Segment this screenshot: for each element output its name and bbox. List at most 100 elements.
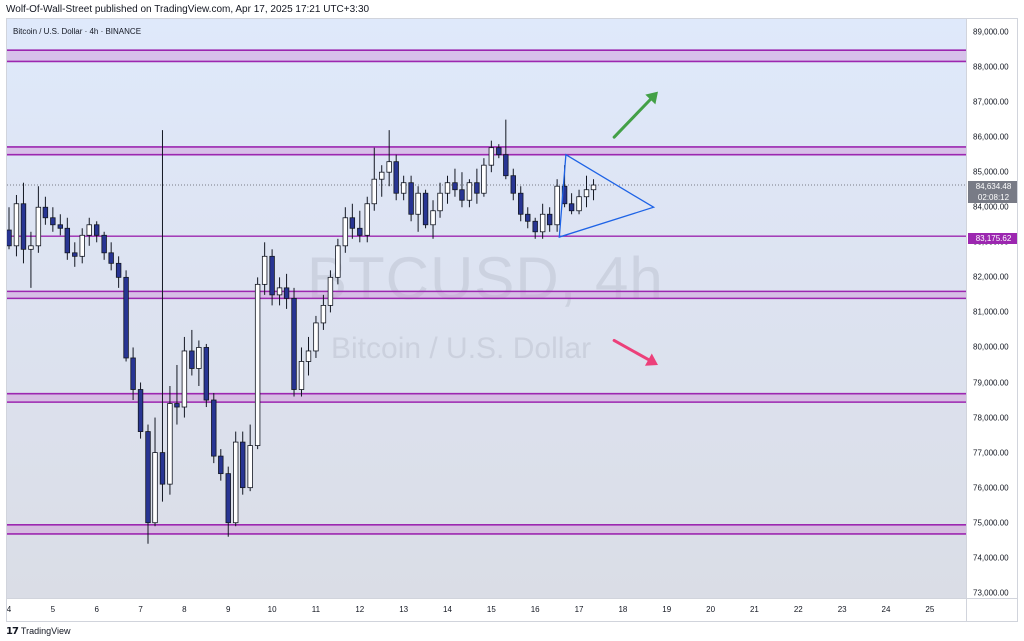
candle-body-17 — [130, 357, 136, 390]
candle-body-13 — [101, 234, 107, 254]
candle-body-43 — [320, 304, 327, 324]
candle-body-70 — [518, 192, 524, 215]
candle-body-62 — [459, 189, 465, 201]
candle-body-75 — [554, 185, 560, 226]
zone-fill-0 — [7, 50, 966, 62]
price-tick-label: 76,000.00 — [973, 483, 1009, 493]
time-axis[interactable]: 4 5 6 7 8 9 10 11 12 13 14 15 16 17 18 19 20 21 22 23 24 25 — [7, 598, 966, 621]
candle-body-30 — [225, 473, 231, 524]
candle-body-78 — [576, 196, 582, 212]
candle-body-6 — [50, 217, 56, 226]
candle-body-48 — [357, 227, 363, 236]
candle-body-3 — [28, 245, 34, 250]
price-tick-label: 74,000.00 — [973, 553, 1009, 563]
candle-body-71 — [525, 213, 531, 222]
candle-body-46 — [342, 217, 349, 247]
candle-body-41 — [305, 350, 312, 362]
price-tick-label: 86,000.00 — [973, 132, 1009, 142]
zone-fill-3 — [7, 291, 966, 299]
time-tick-label: 12 — [355, 605, 365, 614]
candle-body-38 — [283, 287, 290, 299]
candle-body-79 — [583, 189, 590, 198]
brand-name: TradingView — [20, 626, 71, 636]
candle-body-33 — [247, 445, 253, 489]
candle-body-1 — [13, 203, 20, 247]
price-tick-label: 84,000.00 — [973, 202, 1009, 212]
time-tick-label: 6 — [94, 605, 99, 614]
candle-body-53 — [393, 161, 399, 194]
candle-body-61 — [452, 182, 458, 191]
candle-body-58 — [430, 210, 436, 226]
time-tick-label: 23 — [837, 605, 847, 614]
candle-body-44 — [327, 276, 334, 306]
time-tick-label: 13 — [399, 605, 409, 614]
time-tick-label: 17 — [574, 605, 584, 614]
candle-body-66 — [488, 147, 495, 166]
pink-down-arrow-shaft — [612, 338, 650, 362]
zone-fill-5 — [7, 524, 966, 534]
candle-body-72 — [532, 220, 538, 233]
pink-down-arrow-icon — [644, 353, 658, 366]
time-tick-label: 21 — [749, 605, 759, 614]
candle-body-36 — [269, 255, 275, 296]
candle-body-45 — [335, 245, 341, 278]
candle-body-40 — [298, 361, 305, 390]
candle-body-29 — [218, 455, 224, 475]
plot-area[interactable]: BTCUSD, 4h Bitcoin / U.S. Dollar Bitcoin… — [7, 19, 966, 598]
candle-body-4 — [35, 206, 42, 247]
candle-body-51 — [379, 171, 385, 180]
candle-body-54 — [400, 182, 407, 194]
candle-body-69 — [510, 175, 516, 194]
price-tick-label: 87,000.00 — [973, 97, 1009, 107]
candle-body-39 — [291, 297, 297, 390]
candle-body-42 — [313, 322, 319, 352]
candle-body-19 — [145, 431, 151, 524]
axis-corner — [966, 598, 1017, 621]
price-tick-label: 79,000.00 — [973, 378, 1009, 387]
zone-fill-4 — [7, 393, 966, 403]
candle-body-18 — [137, 389, 144, 432]
candle-body-2 — [20, 203, 27, 250]
candle-body-10 — [79, 234, 85, 257]
candle-body-49 — [364, 203, 370, 236]
current-price-tag: 84,634.48 — [968, 181, 1017, 192]
candle-body-21 — [159, 452, 166, 485]
candle-body-55 — [408, 182, 414, 215]
candle-body-47 — [349, 217, 356, 229]
price-tick-label: 80,000.00 — [973, 342, 1009, 352]
candle-body-77 — [568, 203, 575, 212]
candle-body-0 — [7, 229, 12, 247]
candle-body-25 — [189, 350, 195, 369]
time-tick-label: 10 — [267, 605, 277, 614]
candle-body-65 — [481, 164, 487, 194]
candle-body-63 — [466, 182, 473, 201]
time-tick-label: 11 — [311, 605, 321, 614]
time-tick-label: 7 — [138, 605, 143, 614]
candle-body-23 — [174, 403, 180, 408]
time-tick-label: 9 — [226, 605, 231, 614]
candle-body-57 — [422, 192, 429, 226]
candle-body-31 — [233, 441, 239, 524]
candle-body-7 — [57, 224, 64, 229]
candle-body-35 — [261, 255, 268, 285]
time-tick-label: 19 — [662, 605, 672, 614]
symbol-legend[interactable]: Bitcoin / U.S. Dollar · 4h · BINANCE — [13, 27, 142, 36]
price-tick-label: 88,000.00 — [973, 62, 1009, 72]
publisher-line: Wolf-Of-Wall-Street published on Trading… — [6, 4, 370, 15]
candle-body-64 — [474, 182, 480, 194]
time-tick-label: 14 — [443, 605, 452, 614]
candle-body-60 — [444, 182, 451, 194]
price-axis[interactable]: 89,000.00 88,000.00 87,000.00 86,000.00 85,0… — [966, 19, 1017, 598]
candle-body-28 — [211, 399, 217, 457]
price-tick-label: 75,000.00 — [973, 518, 1009, 528]
candle-body-8 — [64, 227, 71, 254]
candle-body-16 — [123, 276, 129, 359]
tradingview-brand[interactable]: 17 TradingView — [6, 625, 70, 637]
level-price-tag: 83,175.62 — [968, 233, 1017, 244]
candlestick-chart — [7, 49, 966, 544]
candle-body-24 — [181, 350, 188, 408]
time-tick-label: 5 — [50, 605, 56, 614]
candle-body-20 — [152, 452, 158, 524]
candle-body-22 — [167, 403, 173, 485]
candle-body-80 — [590, 184, 597, 191]
